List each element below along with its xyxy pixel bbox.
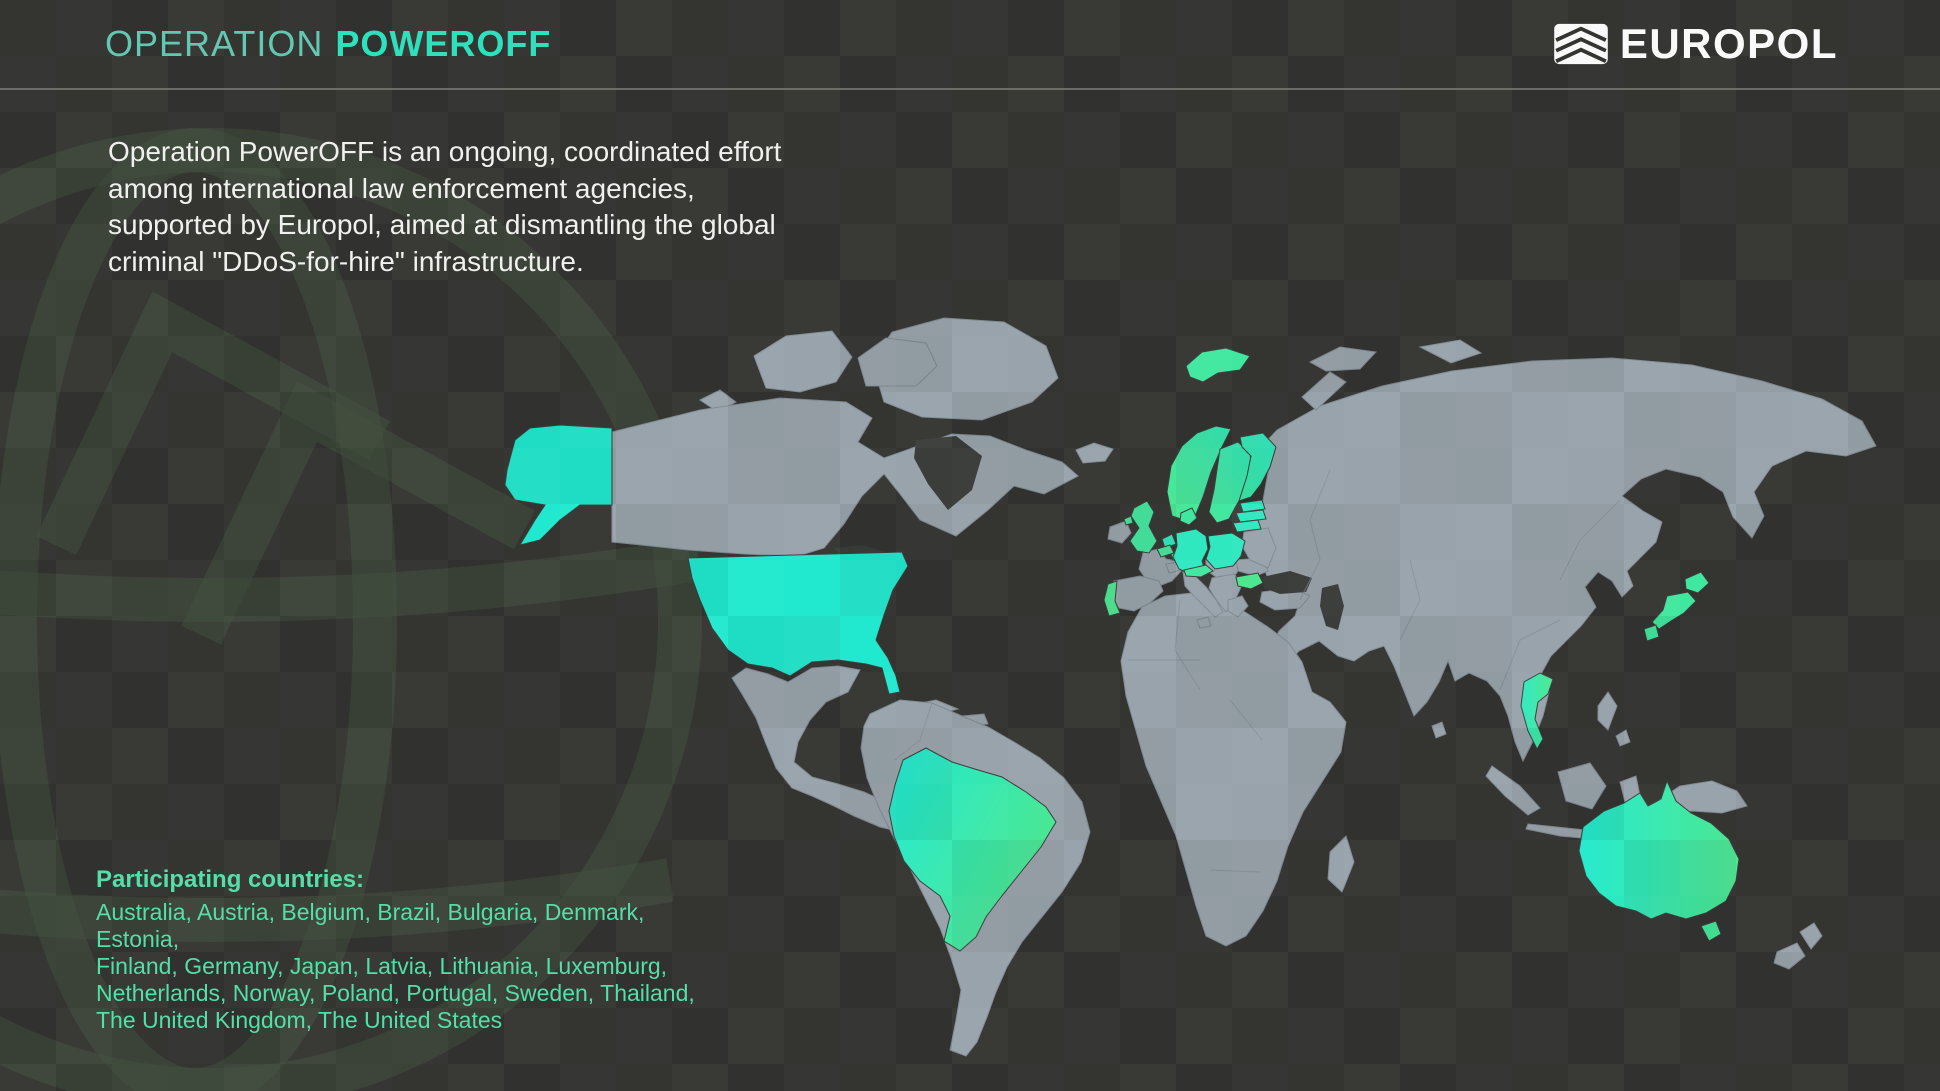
africa bbox=[1120, 592, 1347, 947]
intro-paragraph: Operation PowerOFF is an ongoing, coordi… bbox=[108, 136, 782, 277]
arctic-island bbox=[857, 337, 938, 387]
philippines bbox=[1597, 691, 1618, 731]
canada bbox=[611, 397, 1079, 557]
country-norway bbox=[1166, 425, 1232, 521]
header-bar: OPERATION POWEROFF EUROPOL bbox=[0, 0, 1940, 90]
madagascar bbox=[1327, 835, 1355, 893]
ireland bbox=[1107, 520, 1132, 544]
country-united-states bbox=[687, 551, 909, 695]
sri-lanka bbox=[1431, 721, 1447, 739]
country-northern-ireland-uk bbox=[1123, 515, 1134, 526]
country-australia-tasmania bbox=[1700, 920, 1722, 942]
italy bbox=[1182, 571, 1224, 618]
europol-logo-icon bbox=[1554, 23, 1608, 65]
page-title: OPERATION POWEROFF bbox=[105, 0, 551, 88]
sumatra bbox=[1485, 765, 1541, 816]
gray-landmasses bbox=[611, 317, 1877, 1057]
country-bulgaria bbox=[1235, 572, 1264, 590]
country-poland bbox=[1205, 532, 1246, 570]
country-japan-hokkaido bbox=[1684, 571, 1710, 594]
highlighted-countries bbox=[504, 347, 1740, 952]
novaya-zemlya bbox=[1301, 371, 1347, 411]
black-sea bbox=[1262, 571, 1312, 594]
country-svalbard-norway bbox=[1185, 347, 1251, 383]
country-austria bbox=[1183, 564, 1214, 578]
arctic-island bbox=[753, 330, 853, 393]
new-zealand-north bbox=[1799, 922, 1823, 950]
arctic-island-russia bbox=[1308, 346, 1378, 372]
country-japan-kyushu bbox=[1643, 624, 1660, 642]
country-united-kingdom bbox=[1129, 500, 1158, 554]
borneo bbox=[1557, 762, 1607, 810]
country-thailand bbox=[1520, 672, 1554, 751]
arctic-island-russia bbox=[1418, 339, 1483, 364]
country-australia bbox=[1578, 779, 1740, 920]
watermark-meridian bbox=[0, 128, 397, 1091]
country-japan-honshu bbox=[1651, 591, 1697, 630]
watermark-parallel-lower bbox=[0, 858, 674, 942]
eurasia bbox=[1253, 357, 1877, 763]
europol-logo-text: EUROPOL bbox=[1619, 20, 1838, 67]
country-portugal bbox=[1103, 580, 1121, 617]
country-lithuania bbox=[1232, 519, 1262, 533]
country-denmark bbox=[1179, 507, 1198, 526]
iceland bbox=[1075, 442, 1114, 464]
new-zealand-south bbox=[1773, 942, 1806, 970]
country-borders bbox=[894, 469, 1621, 881]
participating-countries-block: Participating countries: Australia, Aust… bbox=[96, 866, 696, 1034]
sicily bbox=[1196, 616, 1212, 629]
country-brazil bbox=[888, 747, 1057, 952]
country-alaska-us bbox=[504, 424, 613, 546]
participating-countries-heading: Participating countries: bbox=[96, 866, 365, 893]
page-title-light: OPERATION bbox=[105, 23, 324, 64]
country-netherlands bbox=[1161, 533, 1177, 549]
hudson-bay bbox=[914, 436, 982, 510]
participating-countries-list: Australia, Austria, Belgium, Brazil, Bul… bbox=[96, 899, 695, 1033]
country-estonia bbox=[1239, 499, 1266, 513]
greece bbox=[1227, 595, 1249, 618]
country-finland bbox=[1238, 432, 1277, 502]
page-title-bold: POWEROFF bbox=[335, 23, 552, 64]
europol-logo: EUROPOL bbox=[1552, 0, 1838, 88]
caspian-sea bbox=[1320, 584, 1344, 630]
country-latvia bbox=[1235, 509, 1267, 523]
watermark-chevrons bbox=[36, 291, 535, 645]
philippines bbox=[1615, 729, 1631, 747]
